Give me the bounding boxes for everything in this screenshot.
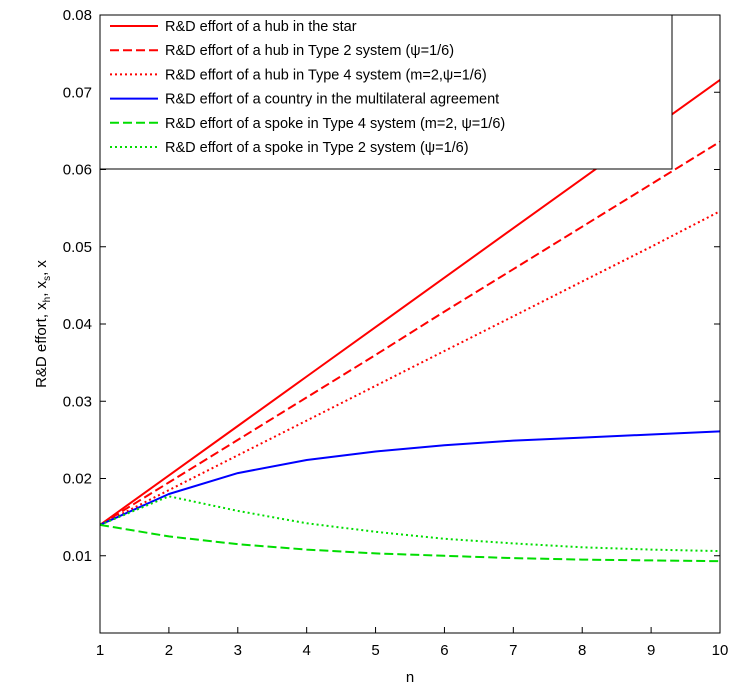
legend-box <box>99 14 673 170</box>
y-axis-label-sub-s: s <box>42 276 53 281</box>
y-tick-label: 0.08 <box>63 7 92 24</box>
y-axis-label-part-0: R&D effort, x <box>33 302 50 388</box>
series-line-2 <box>99 210 721 526</box>
y-axis-label-part-4: , x <box>33 260 50 276</box>
x-tick-label: 4 <box>302 642 310 659</box>
x-tick-label: 10 <box>712 642 729 659</box>
legend-label: R&D effort of a spoke in Type 4 system (… <box>165 116 505 132</box>
series-line-3 <box>99 430 721 526</box>
legend-label: R&D effort of a hub in Type 4 system (m=… <box>165 67 487 83</box>
axis-layer: 1 2 3 4 5 6 7 8 9 10 0.01 0.02 0.03 0.04 0.05 0.06 0.07 0… <box>63 7 729 659</box>
x-tick-label: 1 <box>96 642 104 659</box>
legend-label: R&D effort of a country in the multilate… <box>165 92 499 108</box>
legend-label: R&D effort of a spoke in Type 2 system (… <box>165 140 469 156</box>
y-tick-label: 0.07 <box>63 84 92 101</box>
x-tick-label: 3 <box>234 642 242 659</box>
legend-label: R&D effort of a hub in the star <box>165 19 357 35</box>
x-tick-label: 8 <box>578 642 586 659</box>
y-axis-label: R&D effort, xh, xs, x <box>33 260 53 388</box>
series-line-5 <box>99 495 721 553</box>
legend: R&D effort of a hub in the star R&D effor… <box>99 14 673 170</box>
x-tick-label: 6 <box>440 642 448 659</box>
x-tick-label: 2 <box>165 642 173 659</box>
x-axis-label: n <box>406 669 414 686</box>
series-line-4 <box>99 523 721 563</box>
x-tick-label: 5 <box>371 642 379 659</box>
x-tick-label: 9 <box>647 642 655 659</box>
y-axis-label-part-2: , x <box>33 280 50 296</box>
y-tick-label: 0.04 <box>63 316 92 333</box>
y-tick-label: 0.01 <box>63 548 92 565</box>
y-tick-label: 0.06 <box>63 162 92 179</box>
y-tick-label: 0.05 <box>63 239 92 256</box>
x-tick-label: 7 <box>509 642 517 659</box>
y-tick-label: 0.03 <box>63 393 92 410</box>
series-line-1 <box>99 140 721 526</box>
y-axis-label-sub-h: h <box>42 297 53 303</box>
y-tick-label: 0.02 <box>63 471 92 488</box>
legend-label: R&D effort of a hub in Type 2 system (ψ=… <box>165 43 454 59</box>
